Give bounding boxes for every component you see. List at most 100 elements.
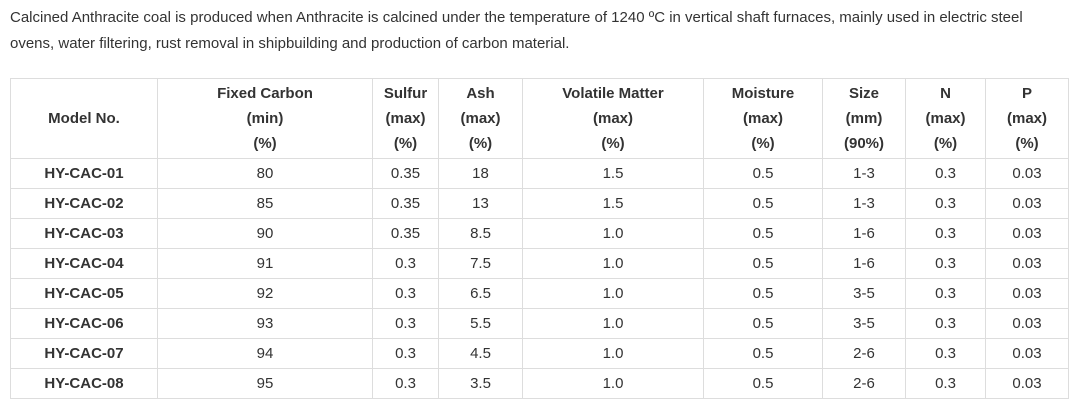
table-cell: 1.5 — [522, 188, 704, 219]
table-cell: 0.03 — [985, 278, 1069, 309]
table-cell: 0.5 — [703, 368, 823, 399]
header-line: (min) — [246, 110, 284, 127]
table-cell: 0.5 — [703, 158, 823, 189]
header-line: (max) — [925, 110, 966, 127]
table-cell: 0.5 — [703, 218, 823, 249]
table-row: HY-CAC-08 95 0.3 3.5 1.0 0.5 2-6 0.3 0.03 — [10, 368, 1069, 399]
header-line: (%) — [253, 135, 277, 152]
table-cell: 1.0 — [522, 248, 704, 279]
table-cell: 3-5 — [822, 278, 906, 309]
table-cell: 0.3 — [372, 338, 439, 369]
header-line: (%) — [1015, 135, 1039, 152]
intro-text: Calcined Anthracite coal is produced whe… — [10, 9, 1023, 52]
table-row: HY-CAC-07 94 0.3 4.5 1.0 0.5 2-6 0.3 0.03 — [10, 338, 1069, 369]
table-row: HY-CAC-03 90 0.35 8.5 1.0 0.5 1-6 0.3 0.03 — [10, 218, 1069, 249]
table-cell: 0.3 — [905, 188, 986, 219]
table-cell: 3.5 — [438, 368, 523, 399]
header-line: Size — [848, 85, 879, 102]
table-cell: 0.35 — [372, 158, 439, 189]
table-cell: 0.5 — [703, 188, 823, 219]
table-cell: 0.3 — [372, 248, 439, 279]
header-line: Moisture — [731, 85, 795, 102]
header-cell: Model No. — [10, 78, 158, 159]
header-cell: Fixed Carbon (min) (%) — [157, 78, 373, 159]
table-cell: 1.0 — [522, 278, 704, 309]
table-cell: 13 — [438, 188, 523, 219]
header-cell: Volatile Matter (max) (%) — [522, 78, 704, 159]
table-cell: 0.3 — [905, 308, 986, 339]
header-line: P — [1021, 85, 1032, 102]
table-row: HY-CAC-04 91 0.3 7.5 1.0 0.5 1-6 0.3 0.03 — [10, 248, 1069, 279]
table-cell: 1-3 — [822, 188, 906, 219]
table-cell: 0.03 — [985, 218, 1069, 249]
table-cell: 0.3 — [372, 308, 439, 339]
header-line: (max) — [742, 110, 783, 127]
table-cell: 0.3 — [905, 338, 986, 369]
table-cell: 0.35 — [372, 188, 439, 219]
table-row: HY-CAC-01 80 0.35 18 1.5 0.5 1-3 0.3 0.03 — [10, 158, 1069, 189]
table-cell: 1.0 — [522, 338, 704, 369]
table-cell: 92 — [157, 278, 373, 309]
header-line: (90%) — [843, 135, 884, 152]
table-cell: 0.3 — [905, 368, 986, 399]
table-cell: 0.3 — [905, 218, 986, 249]
table-cell: 0.03 — [985, 248, 1069, 279]
model-cell: HY-CAC-05 — [10, 278, 158, 309]
table-cell: 0.03 — [985, 188, 1069, 219]
header-line: (max) — [460, 110, 501, 127]
header-line: (%) — [601, 135, 625, 152]
header-line: (%) — [933, 135, 958, 152]
table-cell: 1.0 — [522, 368, 704, 399]
table-cell: 0.03 — [985, 368, 1069, 399]
header-line: (%) — [468, 135, 493, 152]
model-cell: HY-CAC-03 — [10, 218, 158, 249]
header-line: Sulfur — [383, 85, 428, 102]
table-cell: 0.03 — [985, 308, 1069, 339]
header-line: Volatile Matter — [562, 85, 664, 102]
table-cell: 1-6 — [822, 218, 906, 249]
model-cell: HY-CAC-01 — [10, 158, 158, 189]
table-cell: 6.5 — [438, 278, 523, 309]
header-cell: N (max) (%) — [905, 78, 986, 159]
table-cell: 80 — [157, 158, 373, 189]
header-row: Model No. Fixed Carbon (min) (%) Sulfur (max)… — [10, 78, 1069, 159]
model-cell: HY-CAC-02 — [10, 188, 158, 219]
header-line: Fixed Carbon — [217, 85, 313, 102]
table-cell: 18 — [438, 158, 523, 189]
table-cell: 0.3 — [372, 278, 439, 309]
header-cell: Ash (max) (%) — [438, 78, 523, 159]
header-line: (max) — [385, 110, 426, 127]
table-cell: 93 — [157, 308, 373, 339]
table-cell: 0.3 — [905, 278, 986, 309]
table-cell: 1.0 — [522, 218, 704, 249]
table-cell: 2-6 — [822, 338, 906, 369]
table-cell: 3-5 — [822, 308, 906, 339]
table-cell: 1-6 — [822, 248, 906, 279]
table-row: HY-CAC-02 85 0.35 13 1.5 0.5 1-3 0.3 0.03 — [10, 188, 1069, 219]
table-row: HY-CAC-06 93 0.3 5.5 1.0 0.5 3-5 0.3 0.03 — [10, 308, 1069, 339]
header-cell: Sulfur (max) (%) — [372, 78, 439, 159]
model-cell: HY-CAC-06 — [10, 308, 158, 339]
header-line: (%) — [393, 135, 418, 152]
header-line: (mm) — [845, 110, 883, 127]
header-line: (%) — [751, 135, 775, 152]
model-cell: HY-CAC-07 — [10, 338, 158, 369]
table-cell: 1.0 — [522, 308, 704, 339]
spec-table: Model No. Fixed Carbon (min) (%) Sulfur (max)… — [10, 78, 1069, 399]
header-line: (max) — [592, 110, 633, 127]
header-line: Model No. — [48, 110, 120, 127]
table-cell: 0.5 — [703, 308, 823, 339]
table-cell: 95 — [157, 368, 373, 399]
table-cell: 0.5 — [703, 338, 823, 369]
table-cell: 5.5 — [438, 308, 523, 339]
table-cell: 90 — [157, 218, 373, 249]
table-cell: 91 — [157, 248, 373, 279]
model-cell: HY-CAC-08 — [10, 368, 158, 399]
header-line: (max) — [1006, 110, 1047, 127]
header-line: Ash — [466, 85, 495, 102]
table-cell: 4.5 — [438, 338, 523, 369]
header-cell: Size (mm) (90%) — [822, 78, 906, 159]
table-cell: 94 — [157, 338, 373, 369]
table-cell: 0.5 — [703, 248, 823, 279]
